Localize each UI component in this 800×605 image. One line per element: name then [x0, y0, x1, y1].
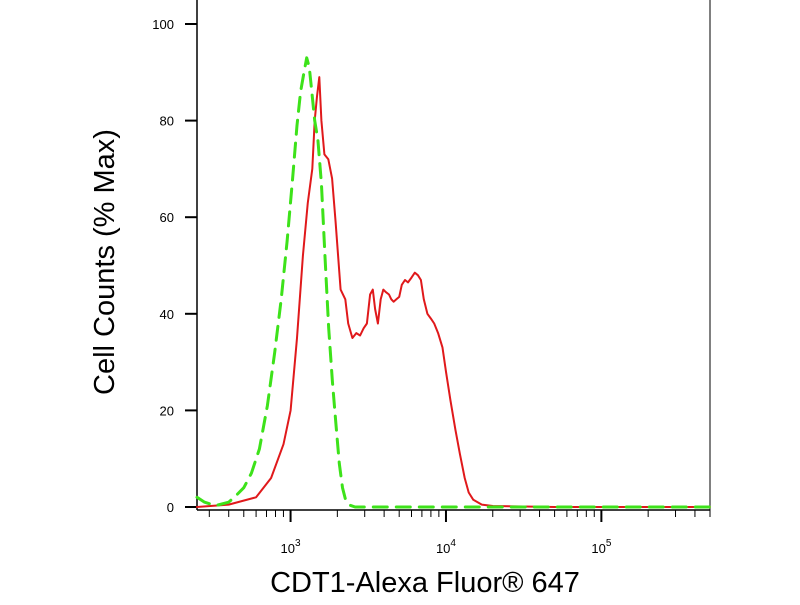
y-tick-label: 40: [160, 307, 174, 322]
y-tick-label: 60: [160, 210, 174, 225]
x-tick-label: 104: [436, 538, 456, 556]
x-tick-label: 105: [591, 538, 611, 556]
y-axis-title: Cell Counts (% Max): [89, 129, 121, 395]
y-tick-label: 80: [160, 114, 174, 129]
series-line-dashed-green: [195, 56, 712, 509]
y-tick-label: 100: [152, 17, 174, 32]
x-axis-title: CDT1-Alexa Fluor® 647: [270, 567, 580, 599]
series-line-solid-red: [196, 76, 711, 508]
series-lines: [195, 56, 712, 509]
y-tick-label: 20: [160, 403, 174, 418]
x-tick-label: 103: [281, 538, 301, 556]
y-tick-label: 0: [167, 500, 174, 515]
x-axis-ticks: 103 104 105: [208, 510, 711, 556]
y-axis-ticks: 0 20 40 60 80 100: [152, 17, 197, 515]
plot-frame: [196, 0, 711, 511]
